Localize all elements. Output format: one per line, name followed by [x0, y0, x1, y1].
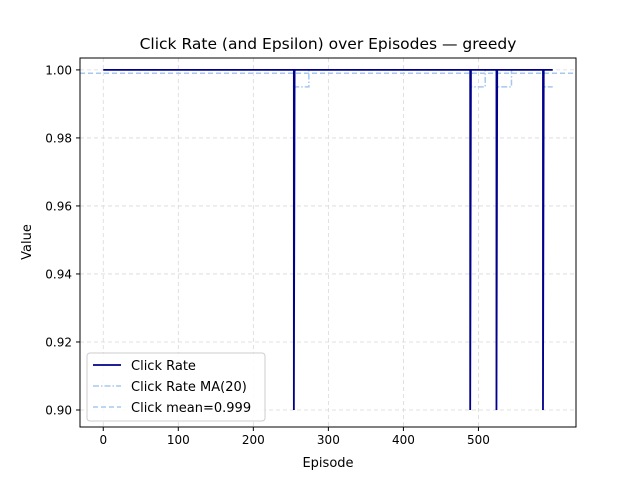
legend-box [86, 352, 266, 422]
legend-label-moving-average: Click Rate MA(20) [131, 380, 247, 395]
x-tick-label: 300 [317, 433, 340, 447]
axes: 0 100 200 300 400 500 0.90 0.92 0.94 0.96 0.98 1.00 [45, 63, 490, 447]
y-tick-label: 0.98 [45, 131, 72, 145]
y-axis-label: Value [20, 224, 35, 260]
series-click-rate [103, 69, 553, 410]
y-tick-label: 0.96 [45, 199, 72, 213]
y-tick-label: 0.90 [45, 403, 72, 417]
x-tick-label: 0 [99, 433, 107, 447]
x-tick-label: 100 [167, 433, 190, 447]
chart-title: Click Rate (and Epsilon) over Episodes —… [140, 35, 517, 53]
x-tick-label: 200 [242, 433, 265, 447]
y-tick-label: 1.00 [45, 63, 72, 77]
x-tick-label: 400 [392, 433, 415, 447]
series-layer [80, 69, 576, 410]
y-tick-label: 0.92 [45, 335, 72, 349]
legend: Click Rate Click Rate MA(20) Click mean=… [86, 352, 266, 422]
x-tick-label: 500 [467, 433, 490, 447]
y-tick-label: 0.94 [45, 267, 72, 281]
legend-label-click-mean: Click mean=0.999 [131, 401, 251, 416]
legend-label-click-rate: Click Rate [131, 359, 196, 374]
x-axis-label: Episode [302, 456, 353, 471]
